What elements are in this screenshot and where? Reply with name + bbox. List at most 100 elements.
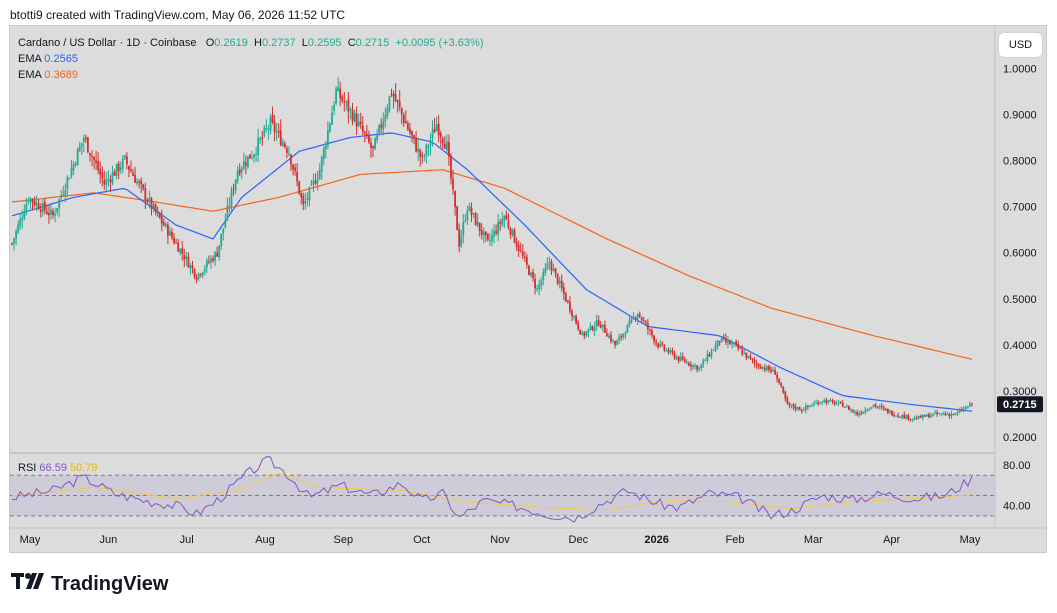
candle-body <box>928 414 930 418</box>
candle-body <box>501 219 504 225</box>
candle-body <box>45 211 48 214</box>
candle-body <box>634 318 637 320</box>
price-axis: 1.0000 0.9000 0.8000 0.7000 0.6000 0.5000 0.40… <box>10 26 1037 526</box>
candle-body <box>923 415 926 417</box>
candle-body <box>768 366 770 370</box>
candle-body <box>450 155 452 179</box>
candle-body <box>195 277 198 280</box>
candle-body <box>909 419 912 421</box>
candle-body <box>905 415 908 419</box>
candle-body <box>913 418 916 420</box>
candle-body <box>556 273 559 284</box>
candle-body <box>948 413 951 416</box>
candle-body <box>298 181 301 194</box>
chart-frame: 1.0000 0.9000 0.8000 0.7000 0.6000 0.5000 0.40… <box>9 25 1047 553</box>
candle-body <box>636 314 639 320</box>
candle-body <box>889 411 891 413</box>
candle-body <box>218 245 221 258</box>
candle-body <box>651 330 653 336</box>
candle-body <box>273 121 276 132</box>
candle-body <box>802 410 805 412</box>
candle-body <box>392 93 395 97</box>
candle-body <box>324 145 327 149</box>
candle-body <box>283 143 286 148</box>
candle-body <box>755 363 758 365</box>
candle-body <box>111 172 114 184</box>
candle-body <box>441 138 444 144</box>
candle-body <box>813 403 815 406</box>
candle-body <box>499 221 502 224</box>
candle-body <box>230 190 233 206</box>
candle-body <box>423 155 426 157</box>
candle-body <box>751 358 754 360</box>
candle-body <box>484 231 487 235</box>
candle-body <box>548 262 551 264</box>
candle-body <box>765 366 768 371</box>
candle-body <box>437 123 440 136</box>
candle-body <box>491 235 493 241</box>
close-label: C <box>347 37 356 49</box>
candle-body <box>657 343 660 348</box>
candle-body <box>811 405 813 407</box>
candle-body <box>261 137 264 139</box>
candle-body <box>714 345 717 351</box>
candle-body <box>878 406 881 408</box>
candle-body <box>899 416 902 418</box>
candle-body <box>480 229 483 235</box>
rsi-legend: RSI 66.59 50.79 <box>18 461 98 475</box>
chart-svg[interactable]: 1.0000 0.9000 0.8000 0.7000 0.6000 0.5000 0.40… <box>10 26 1046 552</box>
candle-body <box>386 108 389 117</box>
candle-body <box>841 402 844 407</box>
tradingview-logo[interactable]: TradingView <box>11 572 168 596</box>
candle-body <box>884 408 887 410</box>
candle-body <box>181 248 184 254</box>
x-tick-label: Nov <box>490 534 510 546</box>
candle-body <box>236 171 239 182</box>
candle-body <box>688 362 690 366</box>
candle-body <box>700 364 703 369</box>
candle-body <box>681 356 684 360</box>
tradingview-logo-icon <box>11 572 45 596</box>
candle-body <box>394 94 397 101</box>
candle-body <box>343 101 346 103</box>
candle-body <box>599 324 602 328</box>
candle-body <box>216 252 219 257</box>
candle-body <box>275 131 278 133</box>
candle-body <box>285 148 288 153</box>
currency-button[interactable]: USD <box>999 33 1042 57</box>
candle-body <box>103 179 106 185</box>
candle-body <box>513 230 516 243</box>
candle-body <box>345 101 348 103</box>
last-price-badge <box>997 396 1043 413</box>
candle-body <box>86 137 89 153</box>
candle-body <box>433 129 436 133</box>
candle-body <box>265 128 268 130</box>
y-tick-label: 0.4000 <box>1003 340 1037 352</box>
rsi-label: RSI <box>18 462 37 474</box>
candle-body <box>337 87 340 91</box>
candle-body <box>837 401 840 403</box>
candle-body <box>316 179 319 183</box>
candle-body <box>679 356 682 361</box>
candle-body <box>716 340 719 346</box>
candle-body <box>166 224 169 236</box>
candle-body <box>199 274 202 276</box>
candle-body <box>796 407 799 410</box>
candle-body <box>144 188 147 201</box>
high-value: 0.2737 <box>262 37 296 49</box>
candle-body <box>452 178 454 190</box>
candle-body <box>784 391 787 399</box>
candle-body <box>240 168 243 172</box>
rsi-pane: 80.00 40.00 <box>10 456 1031 524</box>
candle-body <box>776 374 779 379</box>
candle-body <box>152 204 155 209</box>
candle-body <box>439 133 442 138</box>
candle-body <box>917 416 920 419</box>
candle-body <box>706 353 709 362</box>
candle-body <box>132 172 134 176</box>
candle-body <box>292 164 294 170</box>
candle-body <box>226 206 229 220</box>
candle-body <box>653 335 655 342</box>
candle-body <box>966 407 969 409</box>
candle-body <box>146 200 149 203</box>
